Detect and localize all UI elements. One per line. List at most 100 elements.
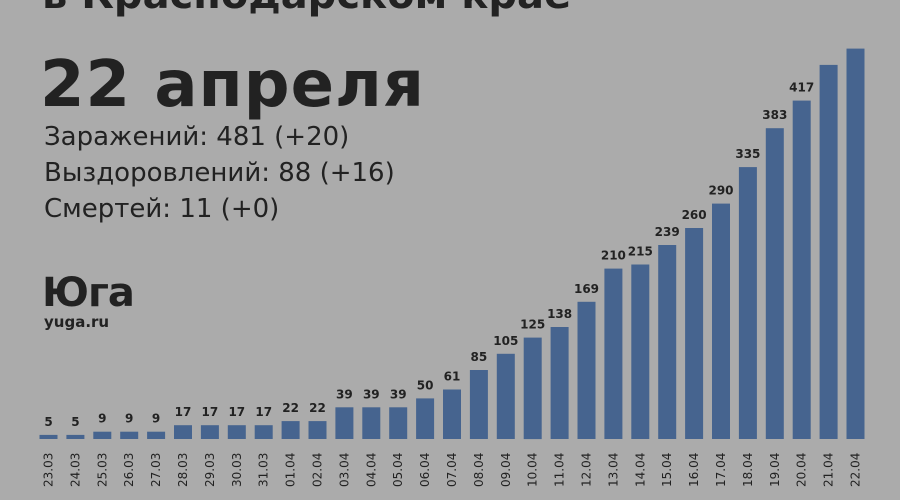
x-tick-25.03: 25.03: [95, 453, 109, 487]
bar-03.04: [335, 407, 354, 439]
data-label-30.03: 17: [228, 405, 245, 419]
data-label-26.03: 9: [125, 412, 133, 426]
bar-21.04: [819, 64, 838, 440]
bar-29.03: [200, 425, 219, 439]
x-tick-28.03: 28.03: [176, 453, 190, 487]
bar-17.04: [712, 203, 730, 439]
bar-26.03: [120, 431, 139, 439]
x-tick-22.04: 22.04: [849, 453, 863, 487]
data-label-31.03: 17: [255, 405, 272, 419]
data-label-03.04: 39: [336, 387, 353, 401]
x-tick-19.04: 19.04: [768, 453, 782, 487]
x-tick-30.03: 30.03: [230, 453, 244, 487]
data-label-01.04: 22: [282, 401, 299, 415]
x-tick-08.04: 08.04: [472, 453, 486, 487]
logo-url: yuga.ru: [44, 313, 110, 331]
x-tick-01.04: 01.04: [284, 453, 298, 487]
x-tick-05.04: 05.04: [391, 453, 405, 487]
bar-31.03: [254, 425, 273, 439]
bar-28.03: [174, 425, 192, 439]
data-label-12.04: 169: [574, 282, 599, 296]
bar-12.04: [577, 301, 596, 439]
bar-04.04: [362, 407, 381, 439]
bar-22.04: [846, 48, 865, 439]
data-label-14.04: 215: [628, 245, 653, 259]
x-tick-13.04: 13.04: [606, 453, 620, 487]
x-tick-29.03: 29.03: [203, 453, 217, 487]
data-label-08.04: 85: [471, 350, 488, 364]
data-label-27.03: 9: [152, 412, 160, 426]
data-label-13.04: 210: [601, 249, 626, 263]
bar-23.03: [39, 434, 58, 439]
data-label-15.04: 239: [655, 225, 680, 239]
data-label-18.04: 335: [735, 147, 760, 161]
bar-14.04: [631, 264, 650, 439]
bar-18.04: [738, 167, 757, 439]
x-tick-12.04: 12.04: [580, 453, 594, 487]
x-tick-03.04: 03.04: [337, 453, 351, 487]
data-label-17.04: 290: [708, 184, 733, 198]
data-label-19.04: 383: [762, 108, 787, 122]
x-tick-02.04: 02.04: [311, 453, 325, 487]
x-tick-04.04: 04.04: [364, 453, 378, 487]
chart-title: в Краснодарском крае: [42, 0, 571, 18]
bar-16.04: [685, 228, 704, 439]
data-label-29.03: 17: [202, 405, 219, 419]
recovered-stat: Выздоровлений: 88 (+16): [44, 158, 395, 188]
data-label-11.04: 138: [547, 307, 572, 321]
bar-07.04: [443, 389, 461, 439]
x-tick-18.04: 18.04: [741, 453, 755, 487]
x-tick-21.04: 21.04: [822, 453, 836, 487]
x-tick-10.04: 10.04: [526, 453, 540, 487]
bar-01.04: [281, 421, 300, 439]
bar-25.03: [93, 431, 112, 439]
data-label-24.03: 5: [71, 415, 79, 429]
data-label-16.04: 260: [682, 208, 707, 222]
x-tick-26.03: 26.03: [122, 453, 136, 487]
x-tick-16.04: 16.04: [687, 453, 701, 487]
x-tick-11.04: 11.04: [553, 453, 567, 487]
data-label-02.04: 22: [309, 401, 326, 415]
data-label-25.03: 9: [98, 412, 106, 426]
bar-20.04: [792, 100, 811, 439]
data-label-23.03: 5: [44, 415, 52, 429]
bar-11.04: [550, 327, 569, 439]
bar-09.04: [496, 353, 515, 439]
x-tick-09.04: 09.04: [499, 453, 513, 487]
date-heading: 22 апреля: [40, 48, 425, 122]
x-tick-15.04: 15.04: [660, 453, 674, 487]
bar-05.04: [389, 407, 408, 439]
infected-stat: Заражений: 481 (+20): [44, 122, 350, 152]
data-label-05.04: 39: [390, 387, 407, 401]
data-label-04.04: 39: [363, 387, 380, 401]
x-tick-24.03: 24.03: [68, 453, 82, 487]
data-label-10.04: 125: [520, 318, 545, 332]
bar-19.04: [765, 128, 784, 439]
x-tick-07.04: 07.04: [445, 453, 459, 487]
bar-10.04: [523, 337, 542, 440]
deaths-stat: Смертей: 11 (+0): [44, 194, 280, 224]
bar-06.04: [416, 398, 435, 439]
x-tick-31.03: 31.03: [257, 453, 271, 487]
bar-02.04: [308, 421, 327, 439]
bar-13.04: [604, 268, 623, 439]
data-label-20.04: 417: [789, 81, 814, 95]
data-label-28.03: 17: [175, 405, 192, 419]
x-tick-06.04: 06.04: [418, 453, 432, 487]
x-tick-23.03: 23.03: [42, 453, 56, 487]
x-tick-14.04: 14.04: [633, 453, 647, 487]
bar-24.03: [66, 434, 85, 439]
x-tick-17.04: 17.04: [714, 453, 728, 487]
data-label-07.04: 61: [444, 370, 461, 384]
yuga-logo: Юга: [42, 270, 135, 316]
x-tick-27.03: 27.03: [149, 453, 163, 487]
data-label-09.04: 105: [493, 334, 518, 348]
data-label-06.04: 50: [417, 378, 434, 392]
bar-27.03: [147, 431, 166, 439]
bar-15.04: [658, 245, 677, 439]
bar-08.04: [469, 370, 488, 439]
bar-30.03: [227, 425, 246, 439]
x-tick-20.04: 20.04: [795, 453, 809, 487]
